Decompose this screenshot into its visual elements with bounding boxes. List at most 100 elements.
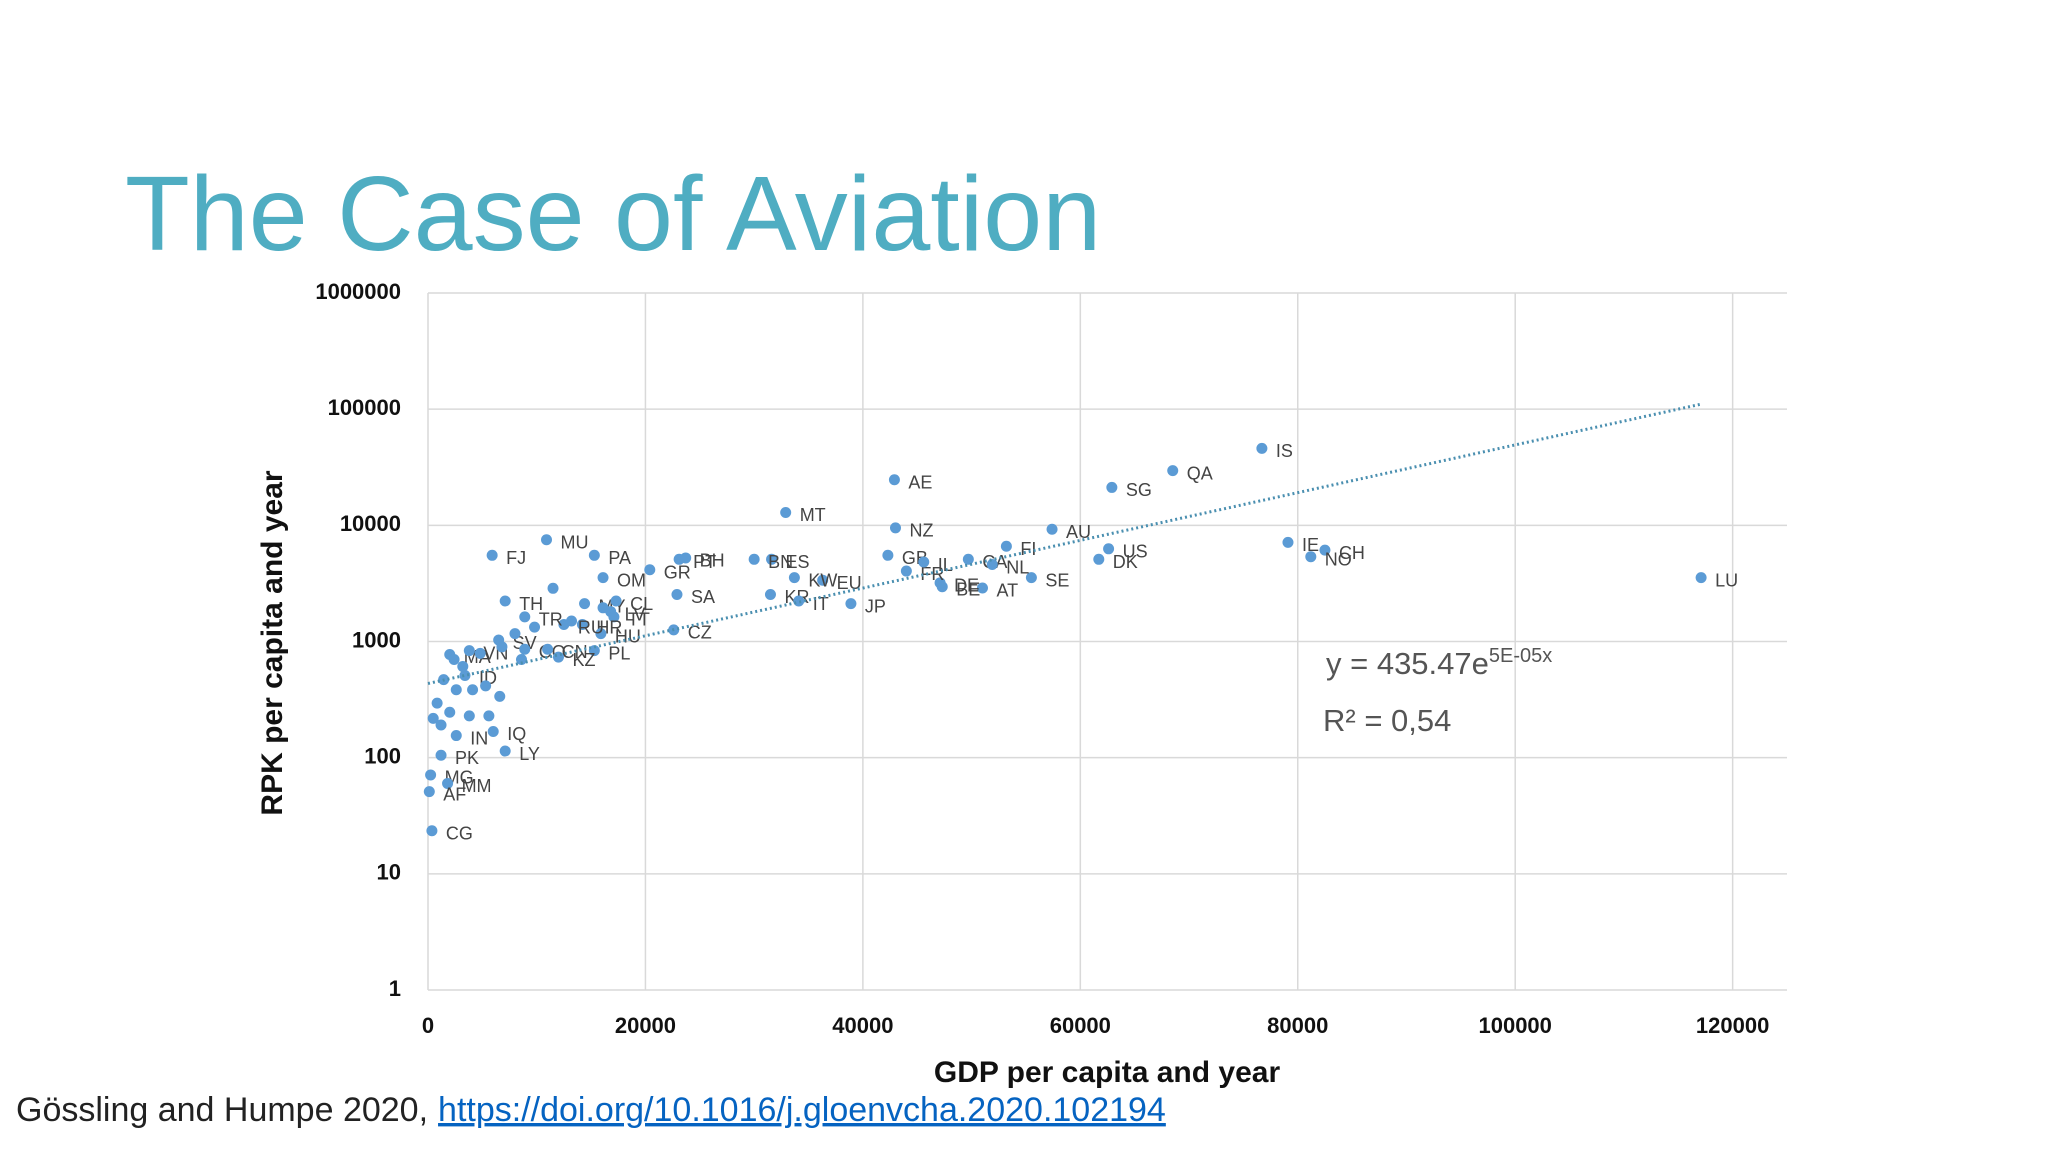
data-point bbox=[425, 769, 437, 781]
data-point bbox=[566, 615, 578, 627]
data-point bbox=[889, 522, 901, 534]
data-point bbox=[576, 619, 588, 631]
data-point bbox=[962, 553, 974, 565]
point-label: NZ bbox=[909, 521, 933, 541]
point-label: IL bbox=[938, 555, 953, 575]
data-point bbox=[435, 749, 447, 761]
data-point bbox=[1093, 553, 1105, 565]
data-point bbox=[1319, 544, 1331, 556]
data-point bbox=[467, 684, 479, 696]
point-label: GR bbox=[664, 562, 691, 582]
point-label: QA bbox=[1187, 463, 1213, 483]
data-point bbox=[793, 595, 805, 607]
data-point bbox=[764, 588, 776, 600]
point-label: SA bbox=[691, 587, 715, 607]
data-point bbox=[431, 697, 443, 709]
data-point bbox=[487, 725, 499, 737]
data-point bbox=[597, 572, 609, 584]
point-label: CH bbox=[1339, 543, 1365, 563]
data-point bbox=[1046, 523, 1058, 535]
y-tick-label: 1 bbox=[389, 976, 401, 1001]
footer: Gössling and Humpe 2020, https://doi.org/… bbox=[16, 1091, 1166, 1129]
point-label: LY bbox=[519, 744, 540, 764]
point-label: NO bbox=[1325, 549, 1352, 569]
point-label: OM bbox=[617, 570, 646, 590]
point-label: SV bbox=[513, 633, 537, 653]
data-point bbox=[463, 645, 475, 657]
data-point bbox=[595, 628, 607, 640]
data-point bbox=[450, 684, 462, 696]
x-tick-label: 40000 bbox=[832, 1013, 893, 1038]
data-point bbox=[1167, 465, 1179, 477]
y-tick-label: 10000 bbox=[340, 511, 401, 536]
data-point bbox=[426, 825, 438, 837]
data-point bbox=[435, 719, 447, 731]
data-point bbox=[423, 786, 435, 798]
point-label: TR bbox=[539, 610, 563, 630]
data-point bbox=[588, 549, 600, 561]
data-point bbox=[450, 730, 462, 742]
data-point bbox=[748, 553, 760, 565]
point-label: KW bbox=[808, 570, 837, 590]
x-tick-label: 60000 bbox=[1050, 1013, 1111, 1038]
data-point bbox=[918, 556, 930, 568]
point-label: PL bbox=[608, 643, 630, 663]
point-label: SE bbox=[1045, 570, 1069, 590]
footer-link[interactable]: https://doi.org/10.1016/j.gloenvcha.2020… bbox=[438, 1091, 1166, 1129]
point-label: PT bbox=[693, 552, 716, 572]
point-label: EU bbox=[837, 573, 862, 593]
point-label: IE bbox=[1302, 535, 1319, 555]
y-tick-label: 100 bbox=[364, 743, 401, 768]
data-point bbox=[474, 647, 486, 659]
data-point bbox=[463, 710, 475, 722]
data-point bbox=[608, 611, 620, 623]
data-point bbox=[845, 598, 857, 610]
data-point bbox=[780, 506, 792, 518]
point-label: SG bbox=[1126, 480, 1152, 500]
x-tick-label: 100000 bbox=[1478, 1013, 1551, 1038]
data-point bbox=[515, 653, 527, 665]
data-point bbox=[900, 565, 912, 577]
data-point bbox=[519, 611, 531, 623]
data-point bbox=[547, 582, 559, 594]
point-label: BE bbox=[956, 580, 980, 600]
trend-line bbox=[427, 402, 1701, 685]
point-label: US bbox=[1123, 542, 1148, 562]
y-tick-label: 10 bbox=[377, 860, 401, 885]
point-label: IT bbox=[813, 594, 829, 614]
point-label: PK bbox=[455, 748, 479, 768]
point-label: TH bbox=[519, 594, 543, 614]
data-point bbox=[817, 574, 829, 586]
point-label: FJ bbox=[506, 548, 526, 568]
point-label: AT bbox=[996, 581, 1018, 601]
point-label: DE bbox=[954, 576, 979, 596]
y-tick-label: 1000 bbox=[352, 627, 401, 652]
data-point bbox=[509, 628, 521, 640]
point-label: MM bbox=[462, 776, 492, 796]
r-squared: R² = 0,54 bbox=[1323, 703, 1451, 738]
y-tick-label: 100000 bbox=[328, 395, 401, 420]
data-point bbox=[529, 621, 541, 633]
data-point bbox=[1103, 543, 1115, 555]
data-point bbox=[444, 706, 456, 718]
point-label: CN bbox=[562, 642, 588, 662]
data-point bbox=[496, 641, 508, 653]
point-label: BN bbox=[768, 552, 793, 572]
data-point bbox=[542, 643, 554, 655]
data-point bbox=[671, 588, 683, 600]
data-point bbox=[788, 572, 800, 584]
data-point bbox=[986, 559, 998, 571]
point-label: CZ bbox=[688, 623, 712, 643]
point-label: LU bbox=[1715, 570, 1738, 590]
data-point bbox=[552, 651, 564, 663]
data-point bbox=[499, 745, 511, 757]
data-point bbox=[597, 602, 609, 614]
data-point bbox=[480, 680, 492, 692]
data-point bbox=[499, 595, 511, 607]
data-point bbox=[882, 549, 894, 561]
point-label: BH bbox=[700, 551, 725, 571]
data-point bbox=[486, 549, 498, 561]
data-point bbox=[541, 534, 553, 546]
data-point bbox=[644, 564, 656, 576]
